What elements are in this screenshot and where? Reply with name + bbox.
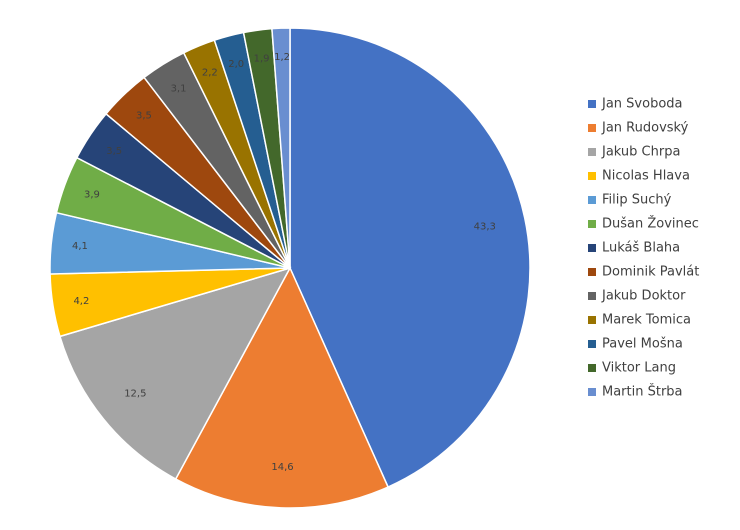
legend-swatch-nicolas-hlava bbox=[588, 172, 596, 180]
legend-label-jakub-doktor: Jakub Doktor bbox=[601, 289, 686, 304]
legend-label-viktor-lang: Viktor Lang bbox=[602, 361, 676, 376]
slice-label-viktor-lang: 1,9 bbox=[254, 54, 270, 65]
pie-slice-martin-strba bbox=[271, 27, 291, 269]
legend-swatch-dominik-pavlat bbox=[588, 268, 596, 276]
slice-label-lukas-blaha: 3,5 bbox=[106, 146, 122, 157]
slice-label-jakub-doktor: 3,1 bbox=[171, 84, 187, 95]
slice-label-jakub-chrpa: 12,5 bbox=[124, 389, 146, 400]
slice-label-martin-strba: 1,2 bbox=[274, 52, 290, 63]
slice-label-nicolas-hlava: 4,2 bbox=[73, 296, 89, 307]
slice-label-filip-suchy: 4,1 bbox=[72, 241, 88, 252]
legend-label-dominik-pavlat: Dominik Pavlát bbox=[602, 265, 699, 280]
legend-swatch-martin-strba bbox=[588, 388, 596, 396]
legend-label-jan-svoboda: Jan Svoboda bbox=[601, 97, 683, 112]
legend-label-martin-strba: Martin Štrba bbox=[602, 384, 683, 400]
slice-label-dusan-zovinec: 3,9 bbox=[84, 190, 100, 201]
pie-slice-jan-rudovsky bbox=[174, 266, 390, 509]
legend-swatch-viktor-lang bbox=[588, 364, 596, 372]
legend-swatch-jakub-doktor bbox=[588, 292, 596, 300]
legend: Jan Svoboda Jan Rudovský Jakub Chrpa Nicola… bbox=[588, 97, 699, 400]
slice-label-marek-tomica: 2,2 bbox=[202, 68, 218, 79]
slice-label-jan-svoboda: 43,3 bbox=[474, 221, 496, 232]
legend-label-jakub-chrpa: Jakub Chrpa bbox=[601, 145, 680, 160]
legend-label-pavel-mosna: Pavel Mošna bbox=[602, 337, 683, 352]
legend-swatch-marek-tomica bbox=[588, 316, 596, 324]
slice-labels: 43,3 14,6 12,5 4,2 4,1 3,9 3,5 3,5 3,1 2,2 2,0 1,9 1… bbox=[72, 52, 496, 473]
legend-label-nicolas-hlava: Nicolas Hlava bbox=[602, 169, 690, 184]
slice-label-dominik-pavlat: 3,5 bbox=[136, 110, 152, 121]
legend-label-filip-suchy: Filip Suchý bbox=[602, 193, 672, 208]
pie-slice-jakub-chrpa bbox=[59, 266, 292, 481]
slice-label-jan-rudovsky: 14,6 bbox=[271, 462, 293, 473]
legend-swatch-jakub-chrpa bbox=[588, 148, 596, 156]
legend-swatch-dusan-zovinec bbox=[588, 220, 596, 228]
legend-swatch-pavel-mosna bbox=[588, 340, 596, 348]
legend-swatch-jan-rudovsky bbox=[588, 124, 596, 132]
legend-label-jan-rudovsky: Jan Rudovský bbox=[601, 121, 689, 136]
legend-label-lukas-blaha: Lukáš Blaha bbox=[602, 241, 680, 256]
legend-swatch-lukas-blaha bbox=[588, 244, 596, 252]
pie-slices bbox=[49, 27, 531, 509]
legend-label-marek-tomica: Marek Tomica bbox=[602, 313, 691, 328]
pie-slice-jan-svoboda bbox=[289, 27, 531, 489]
legend-label-dusan-zovinec: Dušan Žovinec bbox=[602, 216, 699, 232]
slice-label-pavel-mosna: 2,0 bbox=[228, 59, 244, 70]
legend-swatch-jan-svoboda bbox=[588, 100, 596, 108]
legend-swatch-filip-suchy bbox=[588, 196, 596, 204]
